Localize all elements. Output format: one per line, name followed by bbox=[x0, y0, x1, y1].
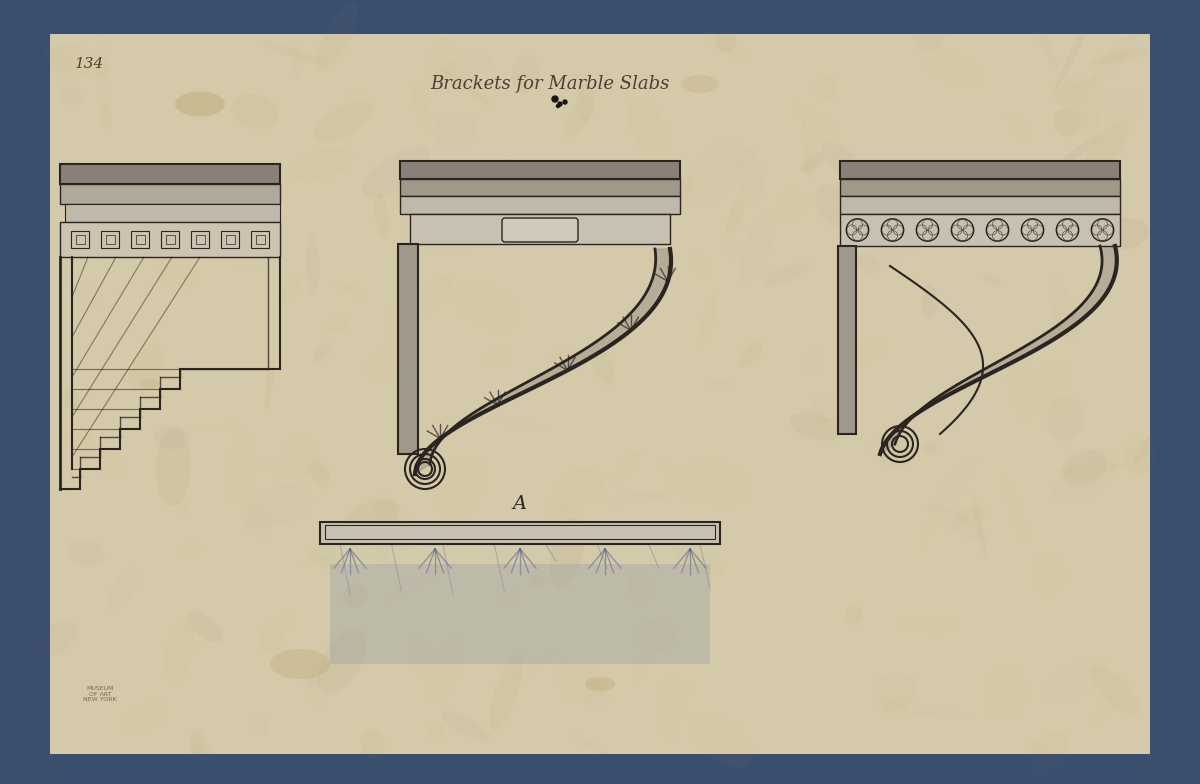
Ellipse shape bbox=[374, 193, 389, 238]
Text: A: A bbox=[512, 495, 527, 513]
Bar bbox=[400, 161, 680, 179]
Bar bbox=[320, 522, 720, 544]
Bar bbox=[106, 235, 114, 244]
Ellipse shape bbox=[515, 654, 553, 678]
Bar bbox=[330, 564, 710, 664]
Bar bbox=[71, 230, 89, 249]
Ellipse shape bbox=[697, 295, 718, 349]
Bar bbox=[191, 230, 209, 249]
Bar bbox=[840, 214, 1120, 246]
Bar bbox=[221, 230, 239, 249]
Circle shape bbox=[563, 100, 568, 104]
Ellipse shape bbox=[314, 101, 373, 141]
Bar bbox=[131, 230, 149, 249]
Ellipse shape bbox=[1054, 108, 1081, 136]
Ellipse shape bbox=[922, 284, 937, 320]
Ellipse shape bbox=[815, 75, 838, 100]
Ellipse shape bbox=[790, 412, 841, 441]
Bar bbox=[400, 196, 680, 214]
Ellipse shape bbox=[1085, 180, 1105, 196]
Ellipse shape bbox=[500, 586, 518, 603]
Circle shape bbox=[552, 96, 558, 102]
Ellipse shape bbox=[182, 543, 200, 557]
Ellipse shape bbox=[1061, 75, 1096, 100]
Bar bbox=[161, 230, 179, 249]
Ellipse shape bbox=[550, 517, 584, 588]
Ellipse shape bbox=[962, 191, 985, 205]
Ellipse shape bbox=[800, 153, 824, 172]
Ellipse shape bbox=[140, 379, 160, 389]
Ellipse shape bbox=[175, 92, 226, 117]
Bar bbox=[60, 222, 280, 257]
Ellipse shape bbox=[176, 170, 230, 194]
Bar bbox=[840, 161, 1120, 179]
Bar bbox=[410, 214, 670, 244]
Bar bbox=[60, 184, 280, 204]
Circle shape bbox=[557, 104, 559, 107]
Ellipse shape bbox=[528, 575, 545, 587]
Ellipse shape bbox=[317, 628, 367, 693]
Ellipse shape bbox=[586, 677, 616, 691]
Ellipse shape bbox=[276, 274, 304, 305]
Bar bbox=[400, 179, 680, 196]
Bar bbox=[256, 235, 264, 244]
Ellipse shape bbox=[316, 2, 359, 71]
Ellipse shape bbox=[232, 94, 278, 129]
Bar bbox=[838, 246, 856, 434]
Ellipse shape bbox=[554, 474, 565, 524]
Bar bbox=[101, 230, 119, 249]
FancyBboxPatch shape bbox=[502, 218, 578, 242]
Ellipse shape bbox=[343, 584, 367, 608]
Bar bbox=[65, 204, 280, 222]
Bar bbox=[166, 235, 174, 244]
Bar bbox=[136, 235, 144, 244]
Ellipse shape bbox=[439, 456, 485, 518]
Polygon shape bbox=[415, 249, 671, 474]
Ellipse shape bbox=[270, 649, 330, 679]
Ellipse shape bbox=[665, 462, 743, 498]
Ellipse shape bbox=[802, 115, 810, 177]
Bar bbox=[76, 235, 84, 244]
Bar bbox=[226, 235, 234, 244]
Ellipse shape bbox=[636, 621, 659, 684]
Bar bbox=[398, 244, 418, 454]
Ellipse shape bbox=[682, 75, 718, 93]
Polygon shape bbox=[880, 246, 1117, 454]
Text: MUSEUM
OF ART
NEW YORK: MUSEUM OF ART NEW YORK bbox=[83, 686, 116, 702]
Ellipse shape bbox=[287, 434, 313, 464]
Text: Brackets for Marble Slabs: Brackets for Marble Slabs bbox=[431, 75, 670, 93]
Ellipse shape bbox=[726, 198, 744, 233]
Ellipse shape bbox=[1094, 218, 1150, 250]
Bar bbox=[60, 164, 280, 184]
Ellipse shape bbox=[628, 171, 659, 198]
Ellipse shape bbox=[1003, 476, 1026, 539]
Text: 134: 134 bbox=[76, 57, 104, 71]
Bar bbox=[840, 196, 1120, 214]
Bar bbox=[325, 525, 715, 539]
Ellipse shape bbox=[565, 468, 602, 503]
Bar bbox=[840, 179, 1120, 196]
Ellipse shape bbox=[716, 30, 737, 53]
Ellipse shape bbox=[880, 174, 920, 194]
Ellipse shape bbox=[186, 611, 223, 643]
Bar bbox=[196, 235, 204, 244]
Ellipse shape bbox=[156, 429, 191, 506]
Bar bbox=[251, 230, 269, 249]
Circle shape bbox=[558, 102, 562, 106]
